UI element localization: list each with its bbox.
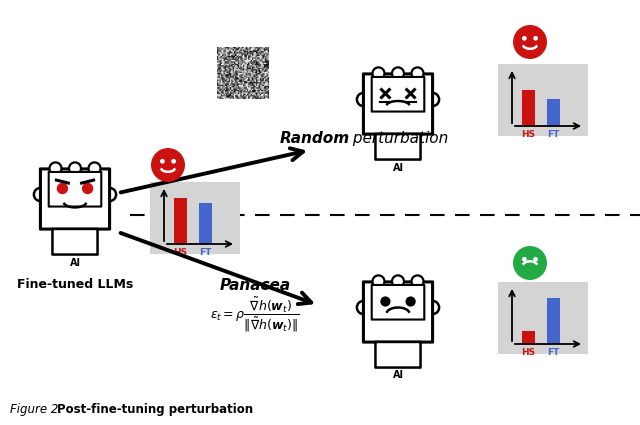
- FancyBboxPatch shape: [372, 77, 424, 111]
- Text: FT: FT: [547, 348, 560, 357]
- Bar: [498, 282, 588, 354]
- Circle shape: [172, 159, 176, 164]
- Text: Figure 2.: Figure 2.: [10, 403, 66, 416]
- Circle shape: [533, 36, 538, 41]
- Circle shape: [533, 257, 538, 262]
- Bar: [150, 182, 240, 254]
- Circle shape: [57, 183, 68, 194]
- Circle shape: [412, 68, 424, 79]
- Text: Panacea: Panacea: [220, 278, 291, 292]
- Text: HS: HS: [173, 248, 188, 257]
- Bar: [522, 90, 535, 126]
- Bar: [522, 331, 535, 344]
- Bar: [547, 99, 560, 126]
- FancyBboxPatch shape: [364, 74, 433, 134]
- Text: perturbation: perturbation: [348, 130, 448, 145]
- Circle shape: [392, 68, 404, 79]
- Circle shape: [34, 188, 47, 201]
- Circle shape: [412, 275, 424, 287]
- Text: AI: AI: [392, 162, 403, 173]
- Circle shape: [522, 36, 527, 41]
- Text: Fine-tuned LLMs: Fine-tuned LLMs: [17, 278, 133, 291]
- Circle shape: [513, 246, 547, 280]
- Text: AI: AI: [392, 371, 403, 380]
- Circle shape: [103, 188, 116, 201]
- FancyBboxPatch shape: [376, 342, 420, 368]
- FancyBboxPatch shape: [52, 229, 97, 255]
- Circle shape: [426, 301, 439, 314]
- Circle shape: [513, 25, 547, 59]
- Circle shape: [88, 162, 100, 174]
- Text: HS: HS: [522, 348, 536, 357]
- Circle shape: [372, 68, 385, 79]
- Circle shape: [357, 301, 370, 314]
- FancyBboxPatch shape: [372, 285, 424, 320]
- Bar: [547, 298, 560, 344]
- Bar: [199, 204, 212, 244]
- Circle shape: [82, 183, 93, 194]
- Circle shape: [372, 275, 385, 287]
- FancyBboxPatch shape: [40, 169, 109, 229]
- Circle shape: [357, 93, 370, 106]
- FancyBboxPatch shape: [376, 134, 420, 159]
- Bar: [174, 198, 187, 244]
- Circle shape: [392, 275, 404, 287]
- Text: $\varepsilon_t = \rho\dfrac{\tilde{\nabla}h(\boldsymbol{w}_t)}{\|\tilde{\nabla}h: $\varepsilon_t = \rho\dfrac{\tilde{\nabl…: [210, 295, 300, 334]
- Circle shape: [160, 159, 164, 164]
- FancyBboxPatch shape: [364, 282, 433, 342]
- Text: FT: FT: [199, 248, 212, 257]
- Text: Random: Random: [280, 130, 350, 145]
- Circle shape: [522, 257, 527, 262]
- Circle shape: [380, 296, 390, 306]
- Circle shape: [69, 162, 81, 174]
- Circle shape: [406, 296, 416, 306]
- FancyBboxPatch shape: [49, 172, 101, 207]
- Circle shape: [426, 93, 439, 106]
- Bar: [498, 64, 588, 136]
- Circle shape: [49, 162, 61, 174]
- Text: Post-fine-tuning perturbation: Post-fine-tuning perturbation: [57, 403, 253, 416]
- Text: FT: FT: [547, 130, 560, 139]
- Text: HS: HS: [522, 130, 536, 139]
- Text: AI: AI: [70, 258, 81, 267]
- Circle shape: [151, 148, 185, 182]
